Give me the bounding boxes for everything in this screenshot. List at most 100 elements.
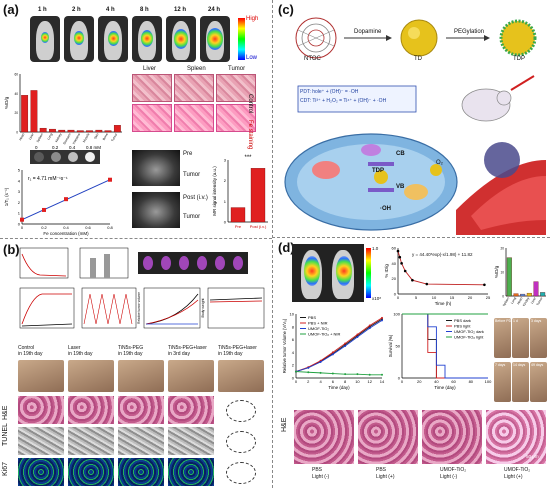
tissue-row-fe-staining: Fe staining bbox=[247, 120, 253, 150]
x-tick-label: Kindey bbox=[522, 296, 531, 306]
x-tick-label: Heart bbox=[18, 132, 25, 141]
x-tick-label: Tumor bbox=[536, 296, 544, 306]
series-1-point-7 bbox=[381, 316, 383, 319]
scale-bar-label: 50 μm bbox=[526, 454, 539, 459]
series-3-point-0 bbox=[295, 370, 297, 373]
y-tick-label: 0 bbox=[16, 131, 18, 135]
series-2-point-6 bbox=[368, 327, 371, 330]
photo-caption-4: TiN5s-PEG+laser bbox=[218, 345, 257, 351]
series-2-point-3 bbox=[331, 353, 334, 356]
tdp-cell-label: TDP bbox=[372, 168, 384, 174]
series-2-point-1 bbox=[307, 366, 310, 369]
data-point-1 bbox=[42, 207, 46, 212]
series-1-point-5 bbox=[356, 333, 359, 336]
y-tick-label: 4 bbox=[18, 178, 21, 183]
x-tick-label: 6 bbox=[332, 379, 335, 384]
x-axis-label: Time (day) bbox=[434, 385, 456, 390]
legend-entry-3: UMOF-TiO₂ light bbox=[454, 335, 484, 340]
tumor-photo-0 bbox=[18, 360, 64, 392]
tumor-photo-3 bbox=[168, 360, 214, 392]
x-tick-label: 25 bbox=[486, 295, 491, 300]
ki67-image-3 bbox=[168, 458, 214, 486]
b-pulse-chart bbox=[81, 287, 137, 329]
bar-pre bbox=[230, 207, 246, 223]
bar-spleen bbox=[506, 257, 512, 297]
series-3-point-4 bbox=[344, 373, 347, 376]
b-weight-chart bbox=[207, 287, 265, 329]
phantom-label-3: 0.8 mM bbox=[86, 145, 102, 150]
x-tick-label: 20 bbox=[468, 295, 473, 300]
y-tick-label: 0 bbox=[394, 292, 397, 297]
y-tick-label: 60 bbox=[392, 246, 397, 251]
mouse-image-0 bbox=[30, 16, 60, 62]
he-image-1 bbox=[358, 410, 418, 464]
photo-caption-day-1: in 19th day bbox=[68, 351, 93, 357]
y-tick-label: 6 bbox=[292, 337, 295, 342]
oh-radical-label: ·OH bbox=[380, 206, 391, 212]
he-caption-light-1: Light (+) bbox=[376, 474, 395, 480]
x-tick-label: Tumor bbox=[110, 132, 118, 143]
y-tick-label: 5 bbox=[18, 168, 21, 173]
row-label-ki67: Ki67 bbox=[2, 461, 9, 476]
series-line-1 bbox=[295, 317, 383, 373]
treatment-photo-5 bbox=[530, 362, 547, 402]
treatment-day-1: 1 d bbox=[513, 319, 518, 323]
bar-lung bbox=[49, 128, 56, 133]
data-point-2 bbox=[64, 197, 68, 202]
tunel-image-0 bbox=[18, 427, 64, 455]
bar-bone bbox=[104, 130, 112, 133]
treatment-photo-2 bbox=[530, 318, 547, 358]
empty-slot-ki67 bbox=[226, 462, 256, 484]
series-3-point-2 bbox=[319, 371, 322, 374]
mri-pre-label: Pre bbox=[183, 151, 193, 157]
divider-horizontal-left bbox=[0, 238, 272, 239]
he-caption-2: UMOF-TiO₂ bbox=[440, 467, 467, 473]
treatment-day-4: 14 days bbox=[513, 363, 526, 367]
panel-c-label: (c) bbox=[278, 2, 294, 17]
bar-liver bbox=[533, 281, 539, 297]
tissue-image-0-0 bbox=[132, 74, 172, 102]
he-caption-0: PBS bbox=[312, 467, 323, 473]
he-image-0 bbox=[294, 410, 354, 464]
tumor-photo-1 bbox=[68, 360, 114, 392]
fluorescence-signal bbox=[107, 30, 119, 46]
y-tick-label: 10 bbox=[290, 312, 295, 317]
tissue-image-1-0 bbox=[132, 104, 172, 132]
pegylation-label: PEGylation bbox=[454, 29, 485, 35]
y-tick-label: 20 bbox=[392, 276, 397, 281]
pk-point-6 bbox=[483, 283, 486, 287]
y-tick-label: 2 bbox=[18, 200, 21, 205]
y-tick-label: 50 bbox=[396, 344, 401, 349]
timepoint-label-4: 12 h bbox=[174, 7, 187, 13]
decay-curve bbox=[21, 253, 67, 277]
tissue-image-1-2 bbox=[216, 104, 256, 132]
treatment-day-5: 49 days bbox=[531, 363, 544, 367]
panel-c-schematic bbox=[284, 17, 546, 235]
treatment-day-2: 3 days bbox=[531, 319, 542, 323]
y-tick-label: 20 bbox=[500, 247, 504, 251]
photo-caption-day-0: in 19th day bbox=[18, 351, 43, 357]
ki67-image-1 bbox=[68, 458, 114, 486]
series-3-point-7 bbox=[381, 373, 383, 376]
legend-entry-1: PBS light bbox=[454, 324, 471, 329]
y-tick-label: 1 bbox=[224, 199, 227, 204]
bar-muscle bbox=[86, 130, 93, 133]
tdp-label: TDP bbox=[513, 56, 525, 62]
y-tick-label: 0 bbox=[224, 220, 227, 225]
y-tick-label: 2 bbox=[224, 178, 227, 183]
series-1-point-3 bbox=[331, 351, 334, 354]
series-line-2 bbox=[402, 313, 488, 379]
he-image-2 bbox=[422, 410, 482, 464]
treatment-photo-1 bbox=[512, 318, 529, 358]
x-tick-label: 60 bbox=[451, 379, 456, 384]
divider-vertical bbox=[272, 0, 273, 488]
pk-point-2 bbox=[400, 262, 403, 265]
x-tick-label: Liver bbox=[530, 296, 537, 305]
fluorescence-signal bbox=[207, 28, 223, 50]
pulse-curve bbox=[83, 293, 133, 325]
tissue-image-0-1 bbox=[174, 74, 214, 102]
growth-curve-2 bbox=[145, 299, 199, 325]
panel-b-label: (b) bbox=[3, 242, 20, 257]
